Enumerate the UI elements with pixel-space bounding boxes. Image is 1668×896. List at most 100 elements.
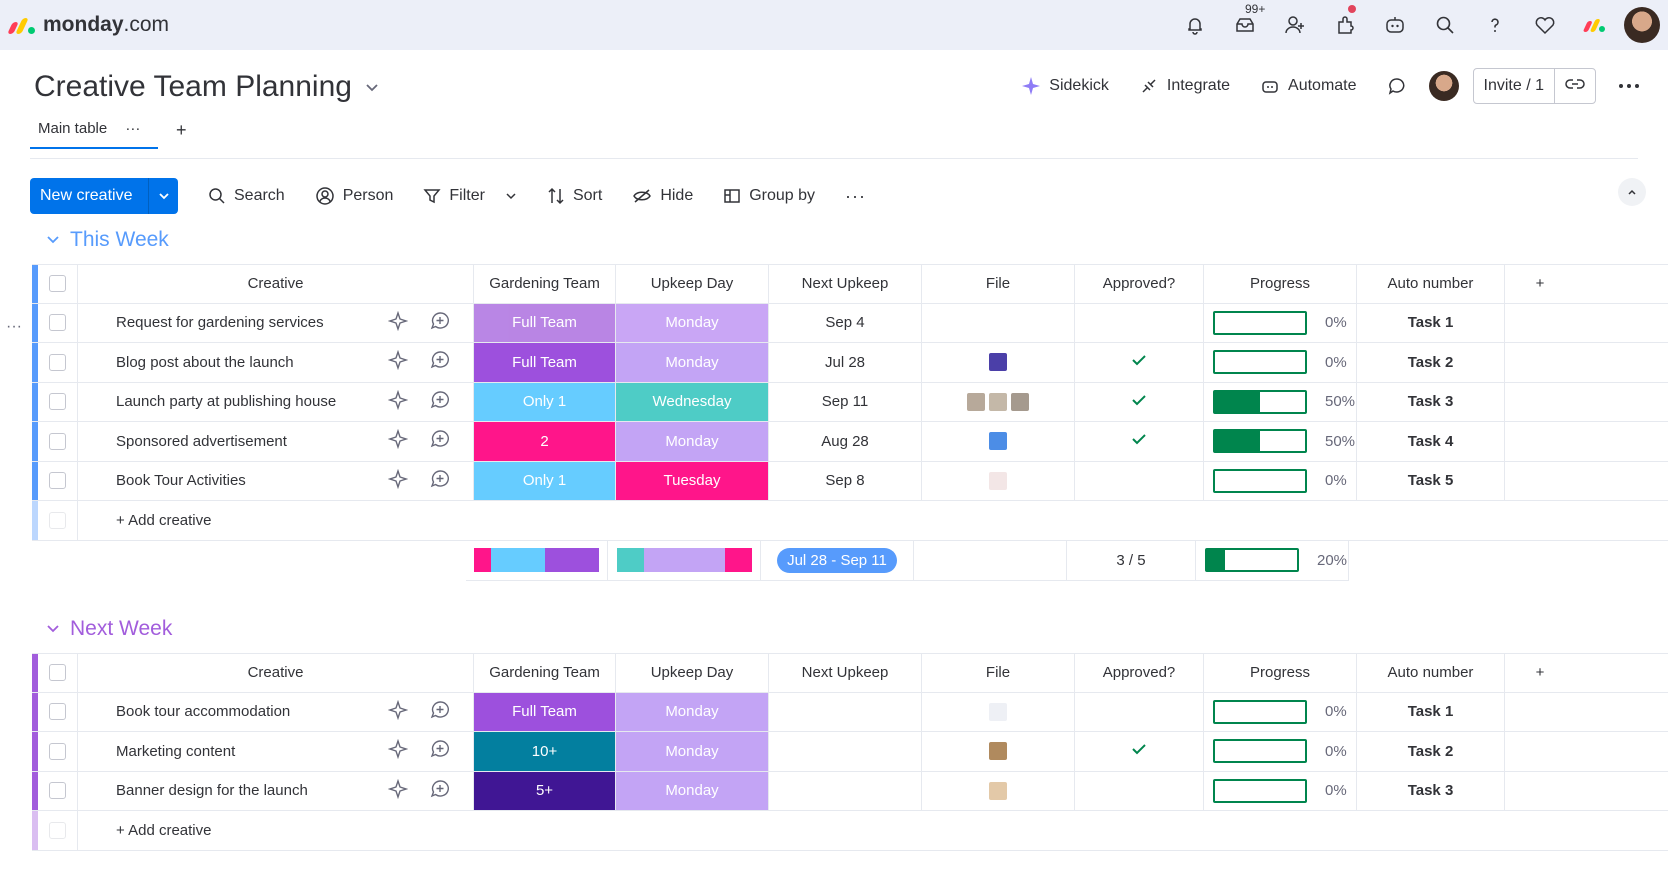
team-status-cell[interactable]: Only 1 [474, 382, 616, 421]
column-header-next[interactable]: Next Upkeep [769, 265, 922, 303]
ai-assistant-icon[interactable] [1370, 0, 1420, 50]
column-header-progress[interactable]: Progress [1204, 265, 1357, 303]
column-header-file[interactable]: File [922, 654, 1075, 692]
checkbox[interactable] [49, 275, 66, 293]
column-header-day[interactable]: Upkeep Day [616, 654, 769, 692]
user-avatar[interactable] [1620, 0, 1664, 50]
help-icon[interactable] [1470, 0, 1520, 50]
day-status-cell[interactable]: Monday [616, 732, 769, 771]
day-status-cell[interactable]: Monday [616, 692, 769, 731]
add-view-button[interactable]: + [176, 120, 187, 140]
date-cell[interactable] [769, 732, 922, 771]
tab-main-table[interactable]: Main table ··· [30, 120, 158, 149]
day-status-cell[interactable]: Tuesday [616, 461, 769, 500]
add-update-icon[interactable] [429, 349, 451, 375]
add-item-row[interactable]: + Add creative [32, 501, 1668, 541]
checkbox[interactable] [49, 314, 66, 332]
heart-icon[interactable] [1520, 0, 1570, 50]
team-status-cell[interactable]: Only 1 [474, 461, 616, 500]
row-checkbox-cell[interactable] [38, 303, 78, 342]
file-thumbnail[interactable] [989, 471, 1007, 490]
table-row[interactable]: Sponsored advertisement 2 Monday Aug 28 50% T… [32, 422, 1668, 462]
group-by-button[interactable]: Group by [723, 187, 815, 205]
group-title[interactable]: Next Week [46, 617, 172, 641]
table-row[interactable]: Launch party at publishing house Only 1 We… [32, 382, 1668, 422]
column-header-day[interactable]: Upkeep Day [616, 265, 769, 303]
item-name[interactable]: Book Tour Activities [116, 472, 246, 490]
date-cell[interactable] [769, 771, 922, 810]
row-checkbox-cell[interactable] [38, 382, 78, 421]
automate-button[interactable]: Automate [1252, 70, 1364, 102]
checkbox[interactable] [49, 742, 66, 760]
sparkle-icon[interactable] [388, 468, 409, 493]
add-column-button[interactable]: + [1535, 275, 1545, 293]
row-checkbox-cell[interactable] [38, 343, 78, 382]
column-header-approved[interactable]: Approved? [1075, 265, 1204, 303]
column-header-creative[interactable]: Creative [78, 654, 474, 692]
board-member-avatar[interactable] [1428, 71, 1459, 101]
team-status-cell[interactable]: 5+ [474, 771, 616, 810]
hide-button[interactable]: Hide [632, 187, 693, 205]
tab-more-icon[interactable]: ··· [125, 120, 141, 137]
copy-link-icon[interactable] [1555, 77, 1595, 96]
checkbox[interactable] [49, 782, 66, 800]
approved-cell[interactable] [1075, 771, 1204, 810]
approved-cell[interactable] [1075, 461, 1204, 500]
approved-cell[interactable] [1075, 692, 1204, 731]
column-header-file[interactable]: File [922, 265, 1075, 303]
board-more-button[interactable] [1610, 77, 1648, 95]
sidekick-button[interactable]: Sidekick [1013, 70, 1117, 102]
row-checkbox-cell[interactable] [38, 732, 78, 771]
select-all-checkbox[interactable] [38, 654, 78, 692]
add-update-icon[interactable] [429, 738, 451, 764]
invite-members-icon[interactable] [1270, 0, 1320, 50]
checkbox[interactable] [49, 393, 66, 411]
item-name[interactable]: Book tour accommodation [116, 703, 291, 721]
file-cell[interactable] [922, 303, 1075, 342]
table-row[interactable]: Book tour accommodation Full Team Monday 0%… [32, 692, 1668, 732]
person-filter-button[interactable]: Person [315, 186, 393, 206]
team-status-cell[interactable]: 2 [474, 422, 616, 461]
team-status-cell[interactable]: Full Team [474, 343, 616, 382]
row-checkbox-cell[interactable] [38, 692, 78, 731]
add-item-input[interactable]: + Add creative [116, 511, 212, 529]
invite-button[interactable]: Invite / 1 [1472, 68, 1596, 104]
group-title[interactable]: This Week [46, 228, 169, 252]
sparkle-icon[interactable] [388, 310, 409, 335]
add-update-icon[interactable] [429, 468, 451, 494]
add-update-icon[interactable] [429, 778, 451, 804]
file-thumbnail[interactable] [989, 392, 1007, 411]
board-title[interactable]: Creative Team Planning [34, 70, 380, 104]
filter-button[interactable]: Filter [423, 187, 517, 205]
file-thumbnail[interactable] [989, 353, 1007, 372]
approved-cell[interactable] [1075, 732, 1204, 771]
day-status-cell[interactable]: Wednesday [616, 382, 769, 421]
day-status-cell[interactable]: Monday [616, 771, 769, 810]
checkbox[interactable] [49, 432, 66, 450]
file-cell[interactable] [922, 771, 1075, 810]
chevron-down-icon[interactable] [46, 617, 60, 641]
file-thumbnail[interactable] [967, 392, 985, 411]
row-actions-icon[interactable]: ··· [6, 318, 22, 335]
file-cell[interactable] [922, 732, 1075, 771]
row-checkbox-cell[interactable] [38, 771, 78, 810]
checkbox[interactable] [49, 353, 66, 371]
day-status-cell[interactable]: Monday [616, 303, 769, 342]
item-name[interactable]: Launch party at publishing house [116, 393, 337, 411]
file-thumbnail[interactable] [989, 742, 1007, 761]
new-item-dropdown[interactable] [148, 178, 178, 214]
column-header-team[interactable]: Gardening Team [474, 654, 616, 692]
file-thumbnail[interactable] [989, 432, 1007, 451]
sparkle-icon[interactable] [388, 429, 409, 453]
add-item-row[interactable]: + Add creative [32, 811, 1668, 851]
table-row[interactable]: Request for gardening services Full Team M… [32, 303, 1668, 343]
integrate-button[interactable]: Integrate [1131, 70, 1238, 102]
search-icon[interactable] [1420, 0, 1470, 50]
checkbox[interactable] [49, 472, 66, 490]
table-row[interactable]: Blog post about the launch Full Team Monda… [32, 343, 1668, 383]
file-thumbnail[interactable] [1011, 392, 1029, 411]
add-column-button[interactable]: + [1535, 664, 1545, 682]
add-update-icon[interactable] [429, 389, 451, 415]
checkbox[interactable] [49, 664, 66, 682]
sparkle-icon[interactable] [388, 699, 409, 724]
